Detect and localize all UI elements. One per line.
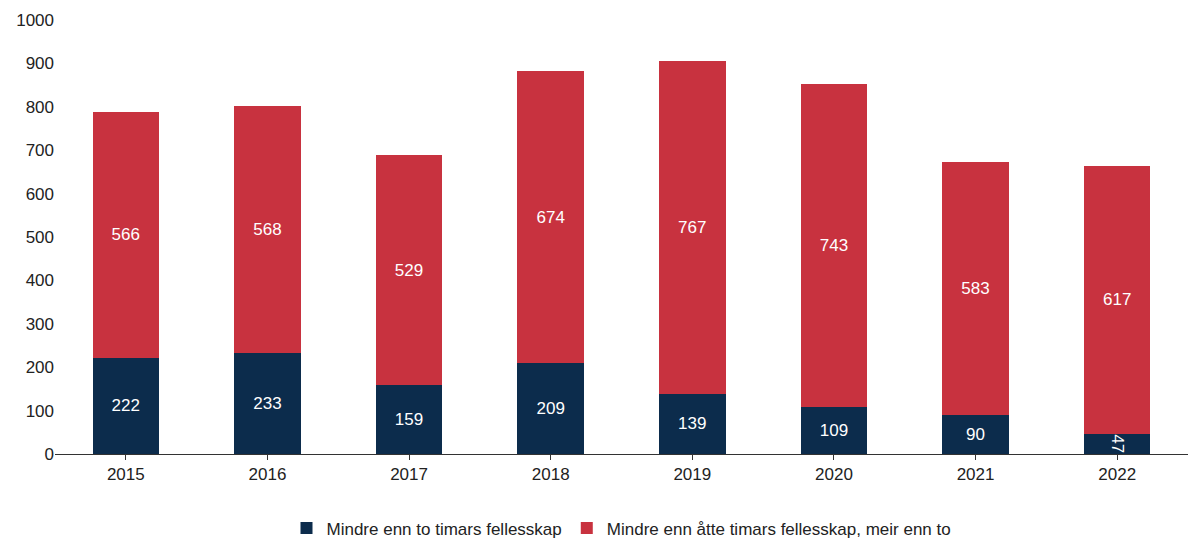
svg-text:566: 566 xyxy=(112,225,140,244)
svg-text:674: 674 xyxy=(537,208,565,227)
svg-text:300: 300 xyxy=(26,315,54,334)
svg-text:159: 159 xyxy=(395,410,423,429)
svg-text:2022: 2022 xyxy=(1098,465,1136,484)
svg-text:2021: 2021 xyxy=(957,465,995,484)
svg-text:222: 222 xyxy=(112,396,140,415)
svg-text:100: 100 xyxy=(26,402,54,421)
svg-text:2017: 2017 xyxy=(390,465,428,484)
svg-text:583: 583 xyxy=(961,279,989,298)
svg-text:800: 800 xyxy=(26,98,54,117)
svg-text:700: 700 xyxy=(26,141,54,160)
svg-text:568: 568 xyxy=(253,220,281,239)
svg-text:900: 900 xyxy=(26,54,54,73)
svg-text:743: 743 xyxy=(820,236,848,255)
svg-text:617: 617 xyxy=(1103,290,1131,309)
svg-text:Mindre enn åtte timars felless: Mindre enn åtte timars fellesskap, meir … xyxy=(607,520,951,539)
svg-text:767: 767 xyxy=(678,218,706,237)
svg-text:2016: 2016 xyxy=(249,465,287,484)
svg-text:529: 529 xyxy=(395,261,423,280)
svg-text:0: 0 xyxy=(45,445,54,464)
svg-text:47: 47 xyxy=(1108,434,1127,453)
svg-text:600: 600 xyxy=(26,185,54,204)
svg-text:233: 233 xyxy=(253,394,281,413)
svg-text:200: 200 xyxy=(26,358,54,377)
svg-text:400: 400 xyxy=(26,271,54,290)
svg-text:500: 500 xyxy=(26,228,54,247)
svg-text:90: 90 xyxy=(966,425,985,444)
svg-text:2020: 2020 xyxy=(815,465,853,484)
svg-text:139: 139 xyxy=(678,414,706,433)
svg-text:2015: 2015 xyxy=(107,465,145,484)
svg-text:209: 209 xyxy=(537,399,565,418)
svg-text:Mindre enn to timars fellesska: Mindre enn to timars fellesskap xyxy=(327,520,562,539)
svg-text:109: 109 xyxy=(820,421,848,440)
svg-text:2019: 2019 xyxy=(673,465,711,484)
svg-text:2018: 2018 xyxy=(532,465,570,484)
svg-text:1000: 1000 xyxy=(16,11,54,30)
